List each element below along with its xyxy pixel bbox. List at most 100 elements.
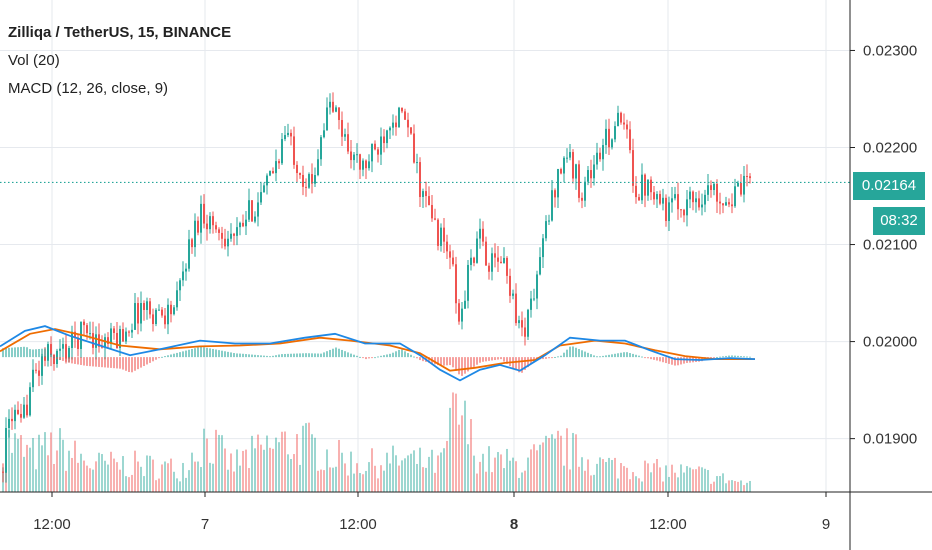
- candle-body: [527, 309, 529, 337]
- volume-bar: [410, 453, 412, 492]
- candle-body: [167, 304, 169, 325]
- macd-histogram-bar: [170, 354, 172, 358]
- candle-body: [194, 220, 196, 248]
- candle-body: [458, 303, 460, 322]
- macd-histogram-bar: [104, 357, 106, 368]
- macd-histogram-bar: [683, 357, 685, 364]
- volume-bar: [506, 448, 508, 492]
- macd-indicator-label[interactable]: MACD (12, 26, close, 9): [8, 80, 169, 97]
- macd-histogram-bar: [410, 354, 412, 358]
- volume-bar: [680, 464, 682, 492]
- macd-histogram-bar: [398, 349, 400, 358]
- macd-histogram-bar: [626, 352, 628, 358]
- candle-body: [95, 334, 97, 348]
- volume-bar: [536, 450, 538, 492]
- candle-body: [416, 162, 418, 164]
- volume-bar: [179, 481, 181, 492]
- macd-histogram-bar: [125, 357, 127, 371]
- candle-body: [503, 257, 505, 264]
- macd-histogram-bar: [347, 352, 349, 358]
- volume-bar: [374, 465, 376, 492]
- volume-bar: [32, 437, 34, 492]
- candle-body: [704, 194, 706, 205]
- volume-bar: [248, 468, 250, 492]
- candle-body: [653, 192, 655, 200]
- volume-bar: [239, 465, 241, 492]
- macd-histogram-bar: [206, 347, 208, 358]
- candle-body: [587, 170, 589, 182]
- candle-body: [446, 241, 448, 252]
- volume-bar: [215, 429, 217, 492]
- volume-bar: [125, 476, 127, 492]
- symbol-title[interactable]: Zilliqa / TetherUS, 15, BINANCE: [8, 24, 232, 41]
- candle-body: [512, 293, 514, 296]
- candle-body: [740, 183, 742, 195]
- volume-bar: [350, 451, 352, 492]
- volume-bar: [719, 476, 721, 492]
- macd-histogram-bar: [587, 352, 589, 358]
- candle-body: [407, 119, 409, 128]
- volume-bar: [332, 467, 334, 492]
- candle-body: [464, 300, 466, 309]
- macd-histogram-bar: [401, 349, 403, 358]
- macd-histogram-bar: [350, 353, 352, 358]
- candle-body: [548, 220, 550, 222]
- macd-histogram-bar: [497, 357, 499, 360]
- macd-histogram-bar: [308, 353, 310, 358]
- volume-bar: [623, 466, 625, 492]
- candle-body: [299, 173, 301, 175]
- volume-bar: [242, 450, 244, 492]
- candle-body: [362, 160, 364, 170]
- candle-body: [398, 107, 400, 128]
- volume-bar: [146, 455, 148, 492]
- volume-bar: [368, 462, 370, 492]
- macd-histogram-bar: [11, 347, 13, 358]
- macd-histogram-bar: [461, 357, 463, 376]
- volume-bar: [104, 460, 106, 492]
- candle-body: [572, 152, 574, 179]
- candle-body: [515, 293, 517, 324]
- candle-body: [275, 161, 277, 174]
- volume-bar: [86, 465, 88, 492]
- volume-bar: [470, 419, 472, 492]
- volume-bar: [473, 455, 475, 492]
- volume-bar: [335, 466, 337, 492]
- volume-bar: [59, 428, 61, 492]
- macd-histogram-bar: [92, 357, 94, 367]
- candle-body: [278, 161, 280, 164]
- volume-bar: [278, 442, 280, 492]
- macd-histogram-bar: [173, 353, 175, 358]
- macd-histogram-bar: [365, 357, 367, 360]
- volume-bar: [560, 435, 562, 492]
- macd-histogram-bar: [77, 357, 79, 365]
- volume-bar: [260, 444, 262, 492]
- volume-bar: [101, 454, 103, 492]
- volume-bar: [254, 448, 256, 492]
- volume-bar: [494, 457, 496, 492]
- volume-bar: [533, 444, 535, 492]
- candle-body: [158, 309, 160, 311]
- macd-histogram-bar: [254, 354, 256, 358]
- macd-histogram-bar: [143, 357, 145, 367]
- macd-histogram-bar: [317, 353, 319, 358]
- x-tick-label: 12:00: [649, 516, 687, 533]
- candle-body: [737, 183, 739, 187]
- volume-bar: [92, 469, 94, 492]
- candle-body: [44, 356, 46, 361]
- volume-bar: [137, 461, 139, 492]
- macd-histogram-bar: [275, 355, 277, 358]
- volume-bar: [395, 455, 397, 492]
- volume-bar: [584, 470, 586, 492]
- macd-histogram-bar: [50, 353, 52, 358]
- macd-histogram-bar: [134, 357, 136, 371]
- volume-bar: [449, 407, 451, 492]
- candle-body: [113, 328, 115, 333]
- candle-body: [308, 174, 310, 188]
- volume-indicator-label[interactable]: Vol (20): [8, 52, 60, 69]
- candle-body: [17, 409, 19, 414]
- macd-histogram-bar: [29, 349, 31, 358]
- macd-histogram-bar: [614, 353, 616, 358]
- candle-body: [602, 145, 604, 160]
- volume-bar: [326, 449, 328, 492]
